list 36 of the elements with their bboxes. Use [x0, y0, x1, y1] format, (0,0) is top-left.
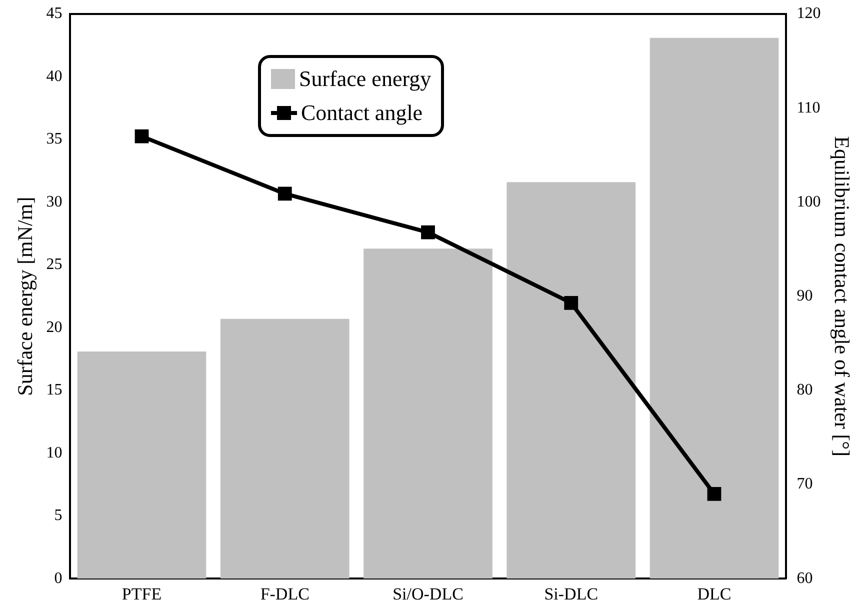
y-tick-label: 15 — [46, 382, 62, 399]
y2-tick-label: 100 — [796, 193, 821, 210]
y-tick-label: 45 — [46, 5, 62, 22]
y-tick-label: 25 — [46, 256, 62, 274]
bar — [650, 38, 779, 579]
y2-tick-label: 90 — [796, 288, 813, 305]
point — [707, 486, 722, 501]
point — [134, 129, 149, 144]
legend-label: Surface energy — [299, 65, 432, 93]
point — [564, 296, 578, 310]
legend-label: Contact angle — [301, 99, 423, 127]
x-tick-label: DLC — [697, 584, 732, 604]
x-tick-label: Si/O-DLC — [392, 584, 464, 604]
bar — [220, 318, 350, 579]
y-tick-label: 40 — [46, 68, 62, 85]
y2-tick-label: 60 — [796, 570, 813, 587]
x-tick-label: Si-DLC — [544, 584, 598, 604]
y2-tick-label: 70 — [796, 476, 813, 493]
y-axis-title: Surface energy [mN/m] — [13, 196, 38, 396]
y2-axis-title: Equilibrium contact angle of water [°] — [830, 136, 854, 456]
y-tick-label: 0 — [54, 570, 62, 587]
x-tick-label: F-DLC — [260, 584, 310, 604]
y-tick-label: 5 — [54, 507, 62, 524]
y2-tick-label: 110 — [796, 99, 820, 116]
point — [421, 225, 435, 240]
y-tick-label: 35 — [46, 130, 62, 148]
x-tick-label: PTFE — [122, 584, 162, 604]
bar — [506, 182, 636, 579]
bar — [364, 248, 492, 579]
point — [278, 186, 292, 201]
y2-tick-label: 80 — [796, 382, 813, 399]
y-tick-label: 20 — [46, 318, 62, 336]
y-tick-label: 30 — [46, 193, 62, 210]
y-tick-label: 10 — [46, 444, 62, 462]
bar — [77, 352, 206, 579]
y2-tick-label: 120 — [796, 5, 821, 22]
